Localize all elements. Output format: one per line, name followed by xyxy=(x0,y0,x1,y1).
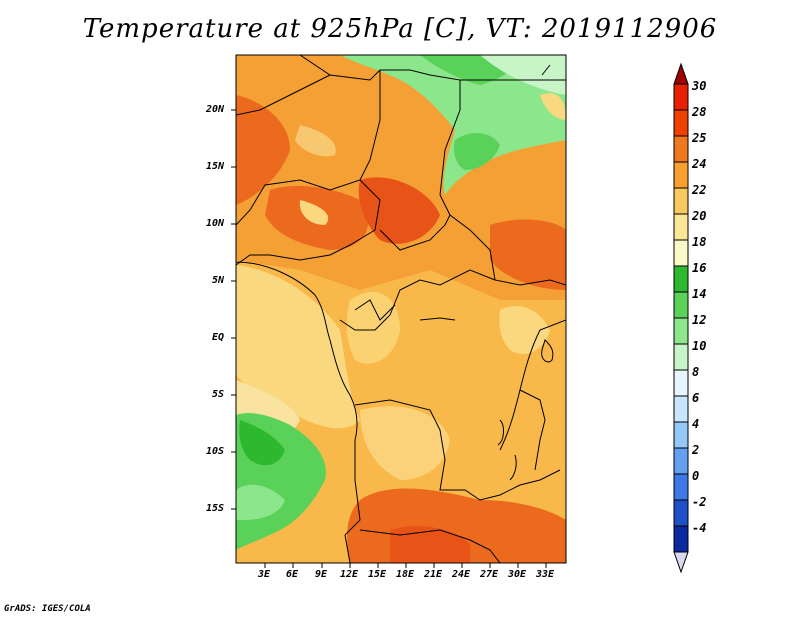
lon-label-30e: 30E xyxy=(508,569,527,580)
colorbar-swatch xyxy=(673,161,689,189)
country-borders xyxy=(236,55,566,563)
colorbar-label: 24 xyxy=(692,157,707,171)
colorbar-swatch xyxy=(673,343,689,371)
colorbar-label: 4 xyxy=(692,417,700,431)
lon-label-21e: 21E xyxy=(424,569,443,580)
lon-label-6e: 6E xyxy=(286,569,299,580)
lat-label-15s: 15S xyxy=(206,503,225,514)
map-frame xyxy=(235,54,567,564)
colorbar-label: -2 xyxy=(692,495,707,509)
temperature-field xyxy=(236,55,566,563)
colorbar-label: -4 xyxy=(692,521,707,535)
longitude-ticks xyxy=(264,563,547,568)
grads-credit: GrADS: IGES/COLA xyxy=(4,604,91,614)
colorbar-swatch xyxy=(673,447,689,475)
lat-label-20n: 20N xyxy=(206,104,225,115)
lon-label-27e: 27E xyxy=(480,569,499,580)
lon-label-12e: 12E xyxy=(340,569,359,580)
colorbar-label: 25 xyxy=(692,131,707,145)
colorbar-swatch xyxy=(673,473,689,501)
colorbar-swatch xyxy=(673,525,689,553)
colorbar-swatch xyxy=(673,213,689,241)
lon-label-18e: 18E xyxy=(396,569,415,580)
colorbar-label: 28 xyxy=(692,105,707,119)
colorbar-swatch xyxy=(673,187,689,215)
colorbar-label: 12 xyxy=(692,313,707,327)
lon-label-24e: 24E xyxy=(452,569,471,580)
lat-label-10s: 10S xyxy=(206,446,225,457)
colorbar-label: 14 xyxy=(692,287,707,301)
colorbar-swatch xyxy=(673,369,689,397)
colorbar-swatch xyxy=(673,317,689,345)
lon-label-9e: 9E xyxy=(315,569,328,580)
colorbar xyxy=(673,62,689,574)
colorbar-swatch xyxy=(673,395,689,423)
colorbar-swatch xyxy=(673,421,689,449)
colorbar-label: 22 xyxy=(692,183,707,197)
colorbar-label: 0 xyxy=(692,469,700,483)
colorbar-label: 30 xyxy=(692,79,707,93)
colorbar-bottom-triangle xyxy=(673,551,689,574)
colorbar-swatch xyxy=(673,83,689,111)
colorbar-label: 18 xyxy=(692,235,707,249)
latitude-ticks xyxy=(231,109,236,510)
colorbar-label: 8 xyxy=(692,365,700,379)
colorbar-label: 6 xyxy=(692,391,700,405)
colorbar-label: 20 xyxy=(692,209,707,223)
colorbar-top-triangle xyxy=(673,62,689,85)
colorbar-swatch xyxy=(673,135,689,163)
colorbar-label: 10 xyxy=(692,339,707,353)
colorbar-swatch xyxy=(673,109,689,137)
lat-label-5s: 5S xyxy=(212,389,225,400)
lat-label-5n: 5N xyxy=(212,275,225,286)
colorbar-swatch xyxy=(673,499,689,527)
lat-label-10n: 10N xyxy=(206,218,225,229)
lat-label-15n: 15N xyxy=(206,161,225,172)
colorbar-swatch xyxy=(673,265,689,293)
map-title: Temperature at 925hPa [C], VT: 201911290… xyxy=(82,14,718,44)
lon-label-3e: 3E xyxy=(258,569,271,580)
colorbar-swatch xyxy=(673,291,689,319)
colorbar-label: 16 xyxy=(692,261,707,275)
lat-label-eq: EQ xyxy=(212,332,225,343)
colorbar-label: 2 xyxy=(692,443,700,457)
lon-label-33e: 33E xyxy=(536,569,555,580)
lon-label-15e: 15E xyxy=(368,569,387,580)
colorbar-swatch xyxy=(673,239,689,267)
